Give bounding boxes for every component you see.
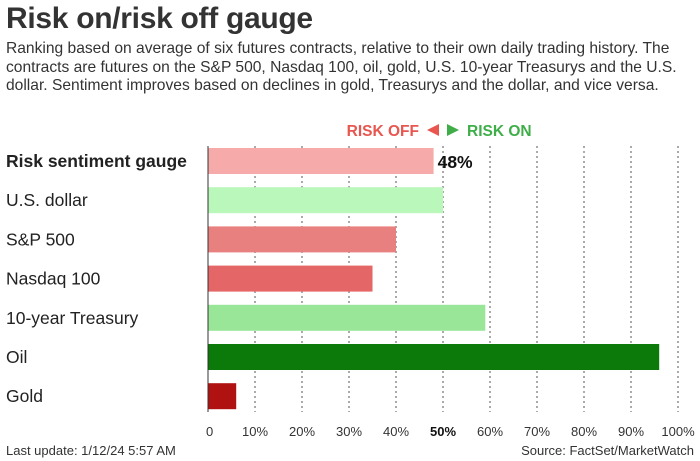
bar-value-label: 48% bbox=[438, 152, 473, 172]
x-tick-label: 30% bbox=[336, 424, 362, 439]
chart-subtitle: Ranking based on average of six futures … bbox=[6, 40, 677, 94]
category-label: S&P 500 bbox=[6, 229, 75, 249]
x-tick-label: 50% bbox=[430, 424, 456, 439]
category-label: U.S. dollar bbox=[6, 190, 88, 210]
bar bbox=[208, 187, 443, 214]
chart-title: Risk on/risk off gauge bbox=[6, 2, 313, 35]
bar bbox=[208, 226, 396, 253]
last-update-note: Last update: 1/12/24 5:57 AM bbox=[6, 443, 176, 458]
risk-off-label: RISK OFF bbox=[347, 123, 419, 140]
bar bbox=[208, 344, 660, 370]
left-arrow-icon bbox=[427, 124, 439, 136]
x-tick-label: 0 bbox=[206, 424, 213, 439]
category-label: Risk sentiment gauge bbox=[6, 151, 187, 171]
bar bbox=[208, 383, 237, 410]
right-arrow-icon bbox=[447, 124, 459, 136]
risk-on-label: RISK ON bbox=[467, 123, 532, 140]
x-tick-label: 10% bbox=[242, 424, 268, 439]
x-tick-label: 70% bbox=[524, 424, 550, 439]
bar bbox=[208, 265, 373, 292]
category-label: 10-year Treasury bbox=[6, 308, 139, 328]
x-tick-label: 40% bbox=[383, 424, 409, 439]
x-tick-label: 100% bbox=[661, 424, 695, 439]
bar bbox=[208, 148, 434, 174]
x-tick-label: 80% bbox=[571, 424, 597, 439]
x-tick-label: 90% bbox=[618, 424, 644, 439]
x-tick-label: 60% bbox=[477, 424, 503, 439]
source-note: Source: FactSet/MarketWatch bbox=[521, 443, 694, 458]
category-label: Nasdaq 100 bbox=[6, 269, 101, 289]
bar bbox=[208, 304, 486, 331]
category-label: Gold bbox=[6, 386, 43, 406]
category-label: Oil bbox=[6, 347, 27, 367]
x-tick-label: 20% bbox=[289, 424, 315, 439]
